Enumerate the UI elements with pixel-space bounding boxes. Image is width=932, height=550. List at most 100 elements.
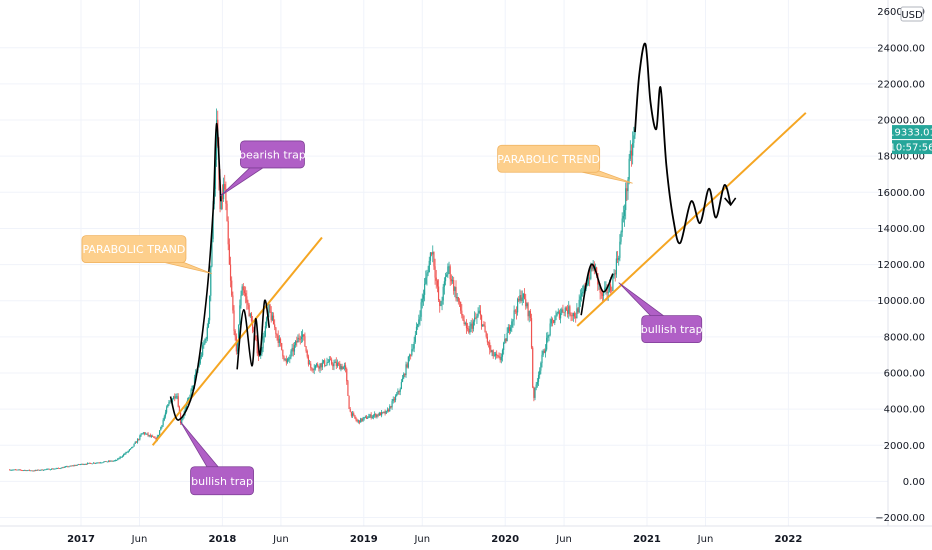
candle-body [340, 366, 342, 370]
candle-body [24, 470, 26, 471]
candle-body [370, 414, 372, 418]
candle-body [424, 283, 426, 295]
candle-body [582, 291, 584, 294]
trend-lines [151, 112, 807, 446]
candle-body [629, 150, 631, 159]
y-tick-label: 18000.00 [877, 152, 925, 163]
candle-body [384, 411, 386, 414]
candle-body [256, 340, 258, 354]
candle-body [547, 335, 549, 338]
candle-body [463, 320, 465, 324]
candle-body [347, 381, 349, 396]
candle-body [332, 364, 334, 367]
candle-body [221, 194, 224, 200]
candle-body [406, 364, 408, 368]
candle-body [32, 470, 34, 472]
candle-body [123, 454, 125, 457]
candle-body [421, 298, 423, 303]
candle-body [282, 349, 284, 357]
candle-body [536, 381, 538, 385]
candle-body [425, 277, 427, 284]
candle-body [435, 277, 437, 281]
candle-body [193, 377, 196, 386]
countdown-label: 10:57:56 [890, 143, 932, 154]
candle-body [222, 184, 225, 200]
candle-body [168, 402, 170, 405]
candle-body [514, 310, 516, 312]
candle-body [114, 460, 117, 461]
candle-body [548, 335, 550, 337]
candle-body [417, 324, 419, 327]
candle-body [350, 411, 353, 416]
candle-body [111, 460, 113, 462]
candle-body [515, 311, 518, 313]
candle-body [405, 364, 407, 376]
candle-body [603, 291, 605, 296]
candle-body [500, 356, 502, 361]
x-tick-label: Jun [131, 534, 148, 545]
candle-body [84, 464, 86, 465]
candle-body [109, 460, 111, 462]
candle-body [135, 442, 137, 443]
candle-body [351, 413, 354, 416]
candle-body [556, 313, 558, 316]
candle-body [454, 287, 456, 291]
price-axis[interactable]: 24000.00 22000.00 20000.00 18000.00 16000.00… [875, 7, 925, 524]
candle-body [20, 469, 22, 471]
candle-body [375, 413, 377, 417]
candle-body [614, 273, 616, 275]
candle-body [394, 395, 397, 401]
candle-body [523, 293, 526, 300]
candle-body [126, 452, 128, 453]
candle-body [329, 359, 332, 361]
candle-body [583, 285, 585, 292]
candle-body [25, 470, 27, 471]
candle-body [606, 286, 608, 294]
candle-body [157, 434, 160, 437]
y-tick-label: 14000.00 [877, 224, 925, 235]
candle-body [98, 462, 100, 464]
candle-body [404, 374, 406, 376]
candle-body [204, 339, 206, 344]
candle-body [312, 369, 314, 371]
candle-body [400, 382, 402, 389]
candle-body [430, 252, 433, 255]
trap-callout: bearish trap [220, 140, 306, 197]
time-axis[interactable]: 2017 Jun 2018 Jun 2019 Jun 2020 Jun 2021 Jun 2022 [67, 534, 802, 545]
candle-body [202, 345, 204, 356]
candle-body [160, 427, 162, 431]
candle-body [465, 322, 468, 329]
candle-body [575, 316, 577, 319]
trap-callout: bullish trap [618, 282, 703, 344]
candle-body [97, 462, 99, 464]
candle-body [185, 403, 187, 408]
candle-body [167, 404, 169, 408]
candle-body [113, 460, 115, 462]
currency-button[interactable]: USD [900, 6, 924, 22]
candle-body [147, 433, 149, 436]
candle-body [21, 470, 24, 472]
x-tick-label: 2021 [633, 534, 661, 545]
candle-body [129, 448, 132, 450]
candle-body [92, 462, 94, 464]
candle-body [456, 296, 458, 299]
candle-body [560, 313, 562, 319]
candle-body [376, 414, 378, 417]
candle-body [455, 287, 457, 299]
candle-body [398, 390, 400, 392]
candle-body [555, 315, 557, 320]
freehand-drawings [169, 42, 737, 421]
candle-body [526, 303, 528, 307]
candle-body [600, 292, 602, 294]
candle-body [331, 359, 333, 365]
candle-body [274, 324, 276, 328]
candle-body [127, 450, 129, 453]
candle-body [105, 461, 107, 462]
candle-body [270, 311, 272, 321]
candle-body [540, 363, 542, 371]
candle-body [106, 461, 108, 463]
candle-body [497, 355, 499, 357]
candle-body [342, 366, 344, 370]
x-tick-label: Jun [555, 534, 572, 545]
